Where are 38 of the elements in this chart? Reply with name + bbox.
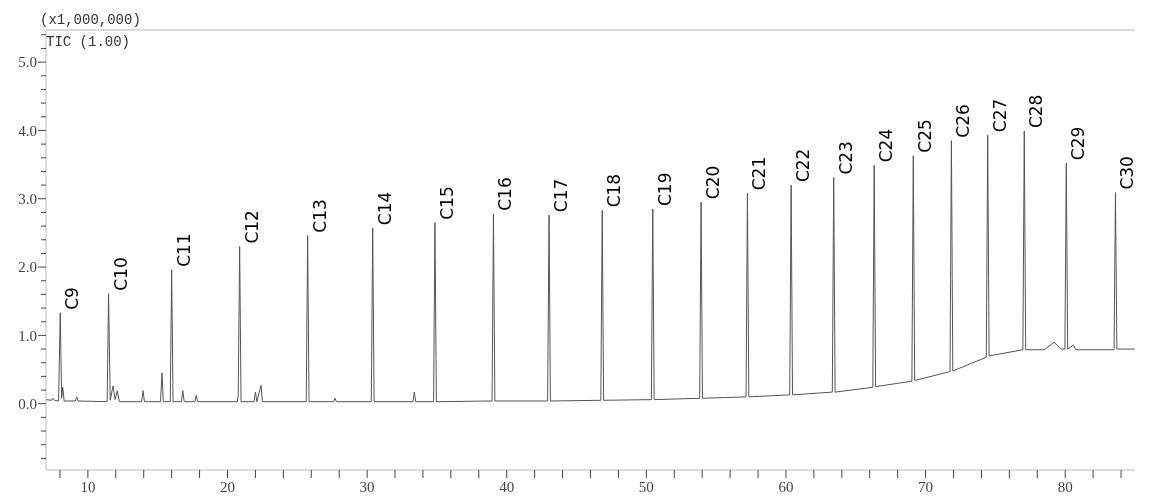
x-tick-label: 50 — [638, 479, 654, 495]
annotation: C22 — [793, 148, 814, 183]
x-tick-label: 40 — [499, 479, 515, 495]
y-tick-label: 1.0 — [18, 327, 37, 344]
annotation: C17 — [551, 178, 572, 213]
y-tick-label: 4.0 — [18, 122, 37, 139]
annotation: C11 — [173, 233, 194, 267]
x-tick-label: 80 — [1057, 479, 1073, 495]
x-tick-label: 30 — [359, 479, 375, 495]
annotation: TIC (1.00) — [46, 34, 131, 50]
annotation: C14 — [374, 191, 395, 226]
annotation: C18 — [604, 173, 625, 208]
annotation: C10 — [110, 257, 131, 291]
annotation: C19 — [654, 172, 675, 207]
x-tick-label: 70 — [918, 479, 934, 495]
annotation: C13 — [309, 199, 330, 233]
y-tick-label: 0.0 — [18, 395, 37, 412]
annotation: C25 — [915, 119, 936, 153]
y-tick-label: 5.0 — [18, 54, 37, 71]
annotation: C28 — [1026, 94, 1047, 129]
annotation: C24 — [876, 128, 897, 163]
annotation: C12 — [241, 210, 262, 244]
annotation: C16 — [495, 177, 516, 211]
annotation: C27 — [989, 98, 1010, 133]
annotation: C26 — [953, 104, 974, 138]
annotation: C29 — [1068, 126, 1089, 161]
x-tick-label: 10 — [80, 479, 96, 495]
annotation: C9 — [62, 287, 83, 310]
annotation: C23 — [835, 141, 856, 175]
annotation: C15 — [436, 186, 457, 220]
text: (x1,000,000) — [40, 12, 141, 28]
x-tick-label: 20 — [220, 479, 235, 495]
y-tick-label: 2.0 — [18, 259, 37, 276]
y-tick-label: 3.0 — [18, 191, 37, 208]
annotation: C30 — [1117, 156, 1138, 190]
annotation: C21 — [749, 156, 770, 191]
x-tick-label: 60 — [778, 479, 794, 495]
annotation: C20 — [703, 165, 724, 200]
